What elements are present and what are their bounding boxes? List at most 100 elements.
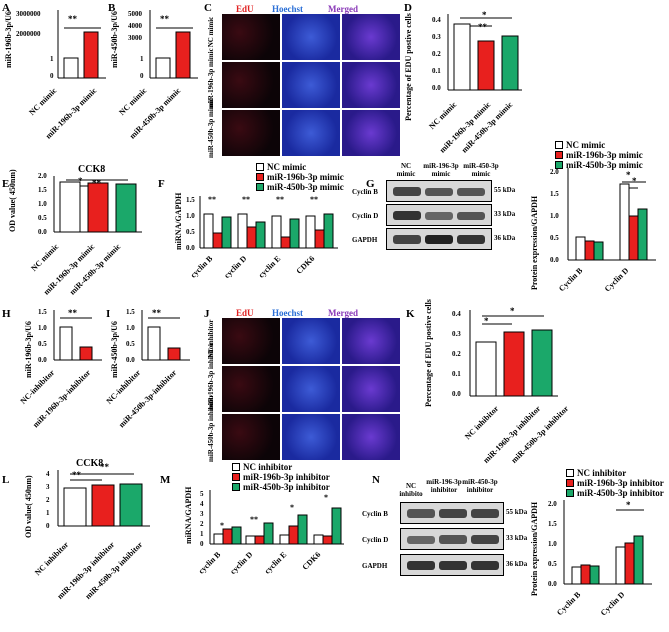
ytick-a-0: 3000000 — [16, 10, 41, 18]
col-j-merged: Merged — [328, 308, 358, 318]
bar-f-d-nc — [237, 213, 248, 249]
micro-c-hoe-0 — [282, 14, 340, 60]
ytick-b-0: 5000 — [128, 10, 142, 18]
sig-g-1: * — [626, 170, 631, 180]
ytick-g-3: 0.5 — [550, 234, 559, 242]
legend-f-swatch-0 — [256, 163, 264, 171]
panel-label-j: J — [204, 308, 210, 320]
blot-g-gapdh — [386, 228, 492, 250]
bar-m-b-nc — [213, 533, 224, 545]
col-c-hoechst: Hoechst — [272, 4, 303, 14]
legend-g: NC mimic miR-196b-3p mimic miR-450b-3p m… — [555, 140, 643, 170]
bar-m-d-450 — [263, 522, 274, 545]
legend-f-1: miR-196b-3p mimic — [267, 172, 344, 182]
chart-m: * ** * * — [209, 490, 344, 545]
bar-e-196 — [87, 182, 109, 233]
lane-n-0: NC inhibito — [399, 482, 423, 498]
xlabel-m-0: cyclin B — [196, 550, 223, 576]
bar-f-e-nc — [271, 215, 282, 249]
xlabel-n-1: Cyclin D — [598, 590, 627, 618]
chart-n — [563, 500, 652, 585]
ylabel-f: miRNA/GAPDH — [174, 192, 183, 250]
legend-g-1: miR-196b-3p mimic — [566, 150, 643, 160]
sig-f-0: ** — [208, 196, 216, 204]
legend-n: NC inhibitor miR-196b-3p inhibitor miR-4… — [566, 468, 664, 498]
ytick-h-0: 1.5 — [38, 308, 47, 316]
ytick-b-3: 1 — [140, 55, 144, 63]
ytick-f-2: 0.5 — [186, 228, 195, 236]
bar-m-e-nc — [279, 534, 290, 545]
xlabel-h-1: miR-196b-3p-inhibitor — [30, 368, 93, 430]
ylabel-l: OD value( 450nm) — [24, 475, 33, 538]
xlabel-f-3: CDK6 — [294, 254, 317, 276]
bar-g-b-450 — [593, 241, 604, 261]
ytick-h-1: 1.0 — [38, 324, 47, 332]
band-g-g-0 — [393, 235, 421, 244]
bar-i-mir — [167, 347, 181, 361]
bar-f-d-196 — [246, 226, 257, 249]
sig-m-0: * — [220, 521, 224, 530]
ytick-h-3: 0.0 — [38, 356, 47, 364]
micro-j-mer-2 — [342, 414, 400, 460]
micro-j-mer-1 — [342, 366, 400, 412]
ylabel-k: Percentage of EDU postive cells — [424, 299, 433, 407]
bar-d-nc — [453, 23, 471, 91]
ytick-d-1: 0.3 — [432, 33, 441, 41]
micro-j-edu-1 — [222, 366, 280, 412]
bar-a-nc — [63, 57, 79, 79]
kda-g-2: 36 kDa — [494, 234, 516, 242]
chart-i — [141, 310, 190, 361]
chart-g — [567, 168, 656, 261]
micro-c-mer-2 — [342, 110, 400, 156]
band-g-b-0 — [393, 187, 421, 196]
sig-k-2: * — [510, 306, 515, 316]
legend-f-swatch-2 — [256, 183, 264, 191]
ytick-l-0: 4 — [46, 470, 50, 478]
sig-h: ** — [68, 308, 77, 318]
col-c-merged: Merged — [328, 4, 358, 14]
kda-n-2: 36 kDa — [506, 560, 528, 568]
ytick-e-1: 1.5 — [38, 186, 47, 194]
ylabel-g: Protein expression/GAPDH — [530, 195, 539, 290]
bar-f-c-196 — [314, 229, 325, 249]
legend-g-swatch-2 — [555, 161, 563, 169]
bar-n-d-nc — [615, 546, 626, 585]
micro-j-hoe-0 — [282, 318, 340, 364]
band-g-g-2 — [457, 235, 485, 244]
lane-g-0: NC mimic — [396, 162, 416, 178]
kda-n-0: 55 kDa — [506, 508, 528, 516]
bar-i-nc — [147, 326, 161, 361]
legend-n-swatch-1 — [566, 479, 574, 487]
ylabel-e: OD value( 450nm) — [8, 169, 17, 232]
legend-m-0: NC inhibitor — [243, 462, 293, 472]
ytick-e-4: 0.0 — [38, 228, 47, 236]
sig-l-2: ** — [100, 462, 109, 472]
kda-g-1: 33 kDa — [494, 210, 516, 218]
bar-b-mir — [175, 31, 191, 79]
bar-f-e-450 — [289, 218, 300, 249]
bar-d-450 — [501, 35, 519, 91]
row-j-2: miR-450b-3p inhibitor — [207, 394, 215, 462]
bar-f-d-450 — [255, 221, 266, 249]
kda-g-0: 55 kDa — [494, 186, 516, 194]
legend-n-swatch-2 — [566, 489, 574, 497]
band-n-d-0 — [407, 536, 435, 544]
lane-g-1: miR-196-3p mimic — [423, 162, 459, 178]
sig-l-1: ** — [72, 470, 81, 480]
bar-m-c-450 — [331, 507, 342, 545]
ytick-n-2: 1.0 — [548, 540, 557, 548]
micro-c-edu-1 — [222, 62, 280, 108]
panel-label-b: B — [108, 2, 116, 14]
blot-n-row-1: Cyclin D — [362, 536, 389, 544]
ytick-n-3: 0.5 — [548, 560, 557, 568]
legend-m-1: miR-196b-3p inhibitor — [243, 472, 330, 482]
xlabel-f-1: cyclin D — [222, 254, 249, 281]
panel-label-h: H — [2, 308, 11, 320]
ylabel-b: miR-450b-3p/U6 — [110, 11, 119, 68]
band-n-g-1 — [439, 561, 467, 570]
xlabel-b-1: miR-450b-3p mimic — [127, 86, 183, 141]
blot-n-row-2: GAPDH — [362, 562, 388, 570]
legend-n-swatch-0 — [566, 469, 574, 477]
sig-d-1: ** — [478, 22, 487, 32]
col-c-edu: EdU — [236, 4, 254, 14]
